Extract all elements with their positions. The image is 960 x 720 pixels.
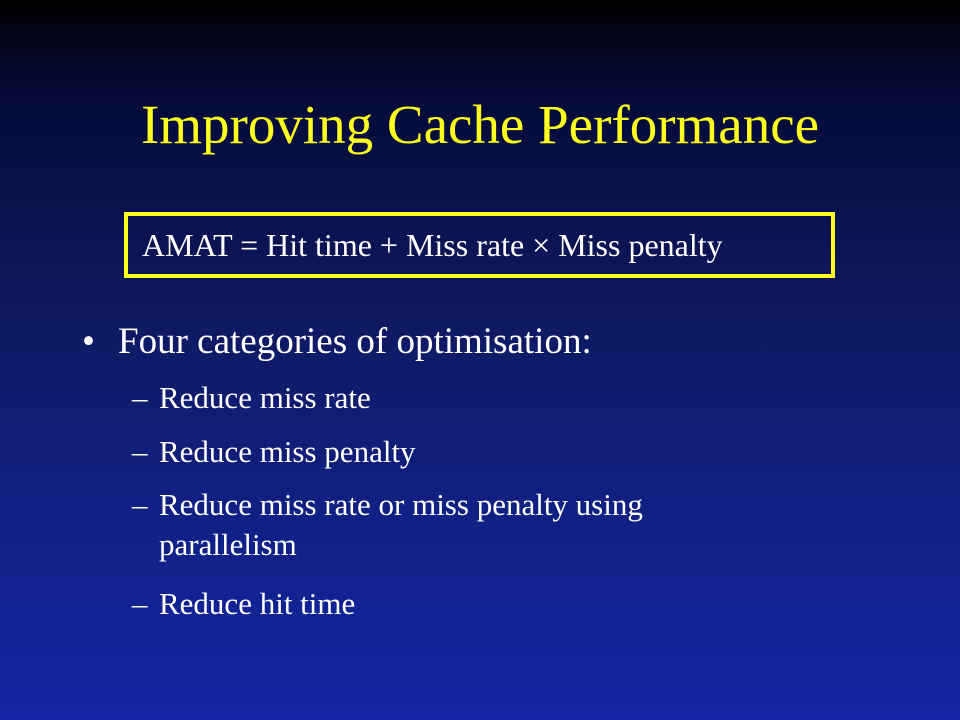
sub-item-text: Reduce miss rate [159, 380, 371, 415]
sub-item-reduce-miss-penalty: – Reduce miss penalty [132, 432, 779, 472]
main-bullet-text: Four categories of optimisation: [118, 321, 592, 362]
sub-item-reduce-hit-time: – Reduce hit time [132, 584, 779, 624]
slide-title: Improving Cache Performance [140, 94, 820, 155]
dash-icon: – [132, 586, 148, 621]
formula-box: AMAT = Hit time + Miss rate × Miss penal… [124, 212, 835, 278]
sub-item-text: Reduce miss penalty [159, 434, 416, 469]
main-bullet: • Four categories of optimisation: [82, 318, 592, 366]
bullet-icon: • [82, 321, 95, 362]
dash-icon: – [132, 380, 148, 415]
sub-item-reduce-using-parallelism: – Reduce miss rate or miss penalty using… [132, 485, 779, 565]
dash-icon: – [132, 434, 148, 469]
sub-item-text: Reduce miss rate or miss penalty using p… [159, 487, 643, 562]
dash-icon: – [132, 487, 148, 522]
sub-item-reduce-miss-rate: – Reduce miss rate [132, 378, 779, 418]
amat-formula: AMAT = Hit time + Miss rate × Miss penal… [142, 227, 723, 263]
sub-item-text: Reduce hit time [159, 586, 356, 621]
